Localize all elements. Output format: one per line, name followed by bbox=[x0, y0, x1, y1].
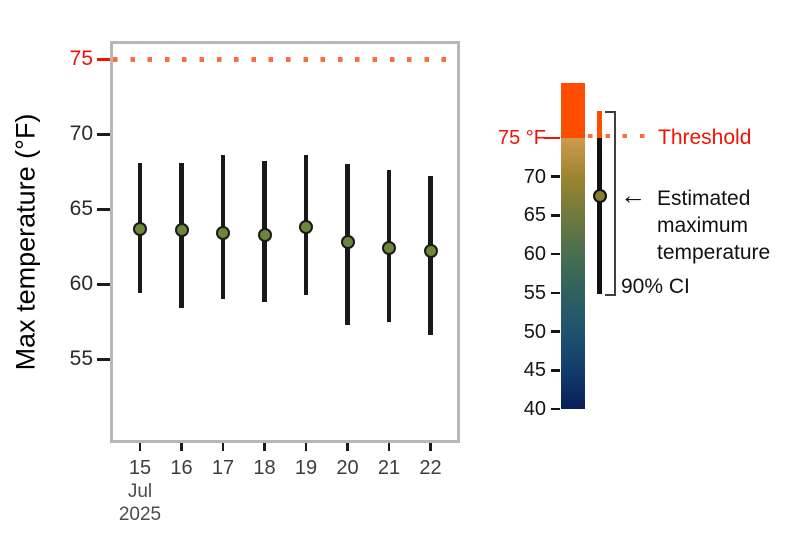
x-tick-mark bbox=[180, 443, 183, 451]
y-tick-mark bbox=[97, 58, 110, 61]
x-tick-label: 22 bbox=[419, 457, 442, 479]
x-tick-label: 17 bbox=[211, 457, 235, 479]
x-tick-mark bbox=[387, 443, 391, 451]
x-tick-label: 16 bbox=[170, 457, 193, 479]
threshold-dotted-line bbox=[113, 57, 457, 62]
y-tick-label: 60 bbox=[69, 272, 93, 296]
colorbar-tick-label: 55 bbox=[523, 281, 546, 304]
y-tick-mark bbox=[97, 358, 110, 361]
y-tick-mark bbox=[97, 208, 110, 211]
left-arrow-icon: ← bbox=[620, 180, 646, 210]
y-tick-label: 55 bbox=[69, 347, 93, 371]
x-tick-label: 21 bbox=[377, 457, 401, 479]
legend-sample-bar bbox=[597, 138, 602, 295]
colorbar-tick-mark bbox=[551, 369, 560, 372]
colorbar-tick-label: 65 bbox=[523, 204, 546, 227]
colorbar-tick-mark bbox=[551, 407, 560, 411]
colorbar-tick-mark bbox=[551, 330, 560, 333]
y-tick-label: 65 bbox=[69, 197, 93, 221]
estimate-point bbox=[174, 223, 189, 238]
colorbar-tick-mark bbox=[551, 291, 560, 295]
colorbar-tick-label: 45 bbox=[523, 359, 546, 382]
colorbar-gradient bbox=[561, 83, 585, 409]
ci-bracket-bottom-foot bbox=[605, 294, 616, 296]
x-tick-mark bbox=[429, 443, 432, 451]
legend-sample-point bbox=[592, 189, 607, 204]
estimate-point bbox=[216, 226, 230, 241]
legend-sample-above-threshold-segment bbox=[597, 110, 602, 138]
plot-panel bbox=[110, 41, 460, 443]
estimate-point bbox=[340, 235, 355, 250]
x-tick-mark bbox=[304, 443, 308, 451]
ci-bracket-top-foot bbox=[605, 111, 616, 113]
legend-threshold-dotted-line bbox=[588, 133, 654, 139]
colorbar-tick-label: 60 bbox=[523, 243, 546, 266]
x-tick-label: 19 bbox=[294, 457, 318, 479]
colorbar-tick-mark bbox=[551, 175, 560, 178]
x-axis-year-label: 2025 bbox=[118, 504, 162, 525]
colorbar-tick-label: 75 °F bbox=[497, 127, 546, 149]
x-axis-month-label: Jul bbox=[127, 481, 153, 502]
estimate-annotation: Estimated maximum temperature bbox=[657, 187, 771, 264]
estimate-point bbox=[133, 221, 147, 236]
x-tick-mark bbox=[346, 443, 349, 451]
y-tick-mark bbox=[97, 283, 110, 286]
ci-annotation: 90% CI bbox=[621, 275, 690, 298]
y-tick-mark bbox=[97, 133, 110, 136]
colorbar-tick-label: 50 bbox=[523, 320, 546, 343]
ci-bracket bbox=[613, 111, 616, 296]
estimate-point bbox=[257, 227, 272, 242]
threshold-label: Threshold bbox=[658, 126, 752, 149]
colorbar-tick-mark bbox=[544, 136, 560, 140]
y-tick-label: 70 bbox=[69, 122, 93, 146]
colorbar-tick-mark bbox=[551, 214, 560, 217]
x-tick-mark bbox=[263, 443, 266, 451]
x-tick-mark bbox=[138, 443, 142, 451]
x-tick-label: 20 bbox=[336, 457, 359, 479]
estimate-point bbox=[299, 220, 313, 235]
colorbar-tick-mark bbox=[551, 252, 560, 256]
colorbar-tick-label: 40 bbox=[523, 398, 546, 421]
y-tick-label: 75 bbox=[69, 47, 93, 71]
estimate-point bbox=[382, 241, 396, 256]
x-tick-mark bbox=[221, 443, 225, 451]
estimate-point bbox=[423, 244, 438, 259]
colorbar-tick-label: 70 bbox=[523, 165, 546, 188]
x-tick-label: 15 bbox=[128, 457, 152, 479]
x-tick-label: 18 bbox=[253, 457, 276, 479]
